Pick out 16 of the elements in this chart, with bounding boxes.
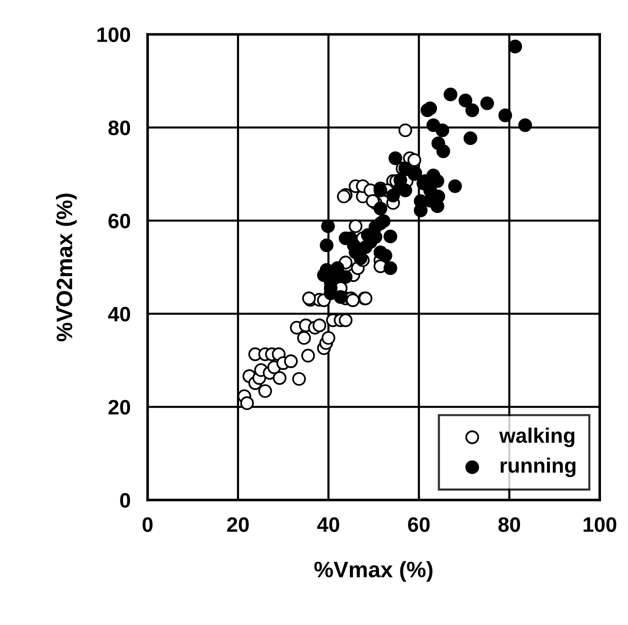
x-axis-title: %Vmax (%)	[314, 561, 432, 582]
x-tick-label: 100	[584, 517, 616, 532]
y-axis-title: %V̇O2max (%)	[56, 194, 77, 342]
x-tick-label: 0	[142, 517, 153, 532]
x-tick-label: 40	[317, 517, 340, 532]
x-tick-label: 80	[498, 517, 520, 532]
y-tick-label: 100	[97, 27, 130, 42]
legend-label: running	[500, 458, 576, 478]
x-tick-label: 20	[227, 517, 249, 532]
y-tick-label: 60	[108, 214, 130, 228]
y-tick-label: 0	[120, 493, 130, 508]
y-tick-label: 80	[108, 120, 130, 136]
y-tick-label: 20	[108, 400, 130, 415]
x-tick-label: 60	[408, 517, 430, 532]
y-tick-label: 40	[108, 306, 130, 322]
legend-label: walking	[499, 428, 574, 448]
